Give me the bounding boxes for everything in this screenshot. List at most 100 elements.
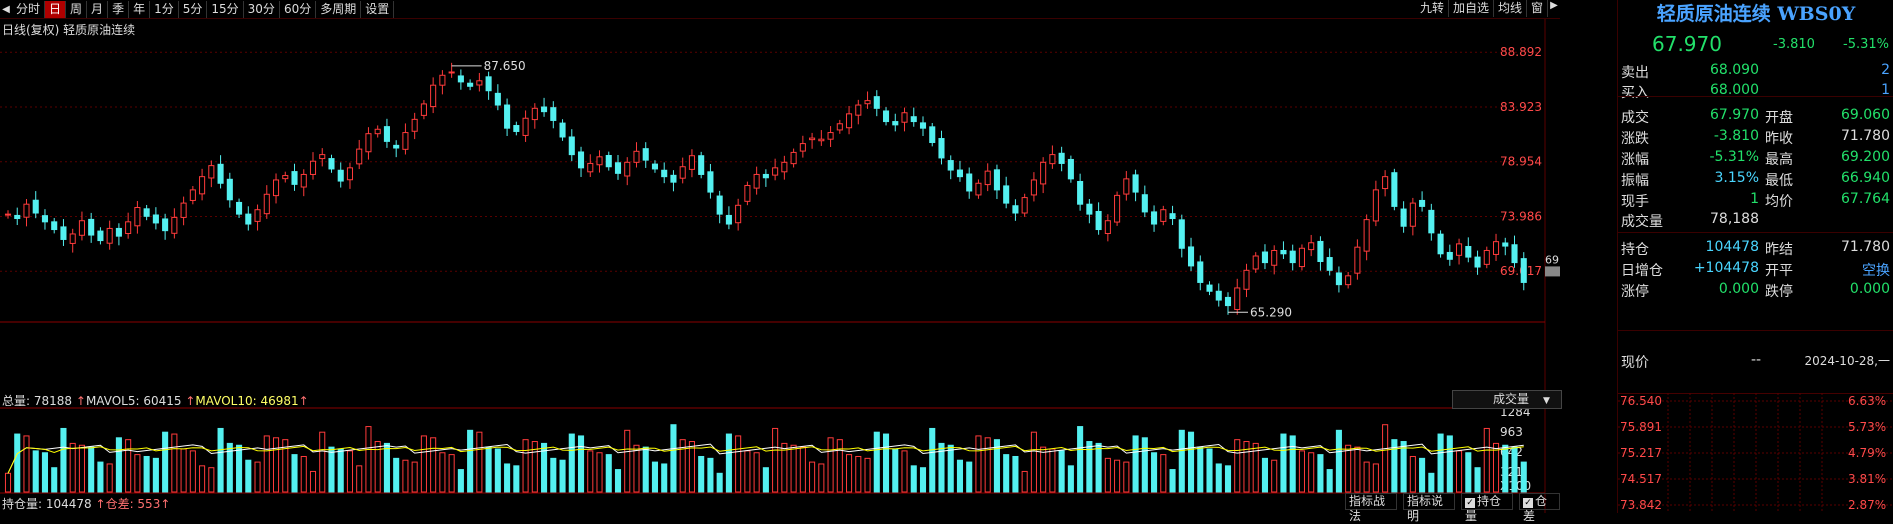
period-tab[interactable]: 多周期 xyxy=(316,0,362,18)
volume-bar xyxy=(1252,442,1259,493)
volume-bar xyxy=(143,455,150,493)
candle-body xyxy=(208,165,215,179)
candle-body xyxy=(1123,178,1130,195)
quote-value2: 67.764 xyxy=(1841,191,1890,207)
volume-bar xyxy=(864,457,871,493)
period-tab[interactable]: 设置 xyxy=(361,0,395,18)
period-tab[interactable]: 15分 xyxy=(207,0,244,18)
candle-body xyxy=(217,163,224,184)
candle-body xyxy=(966,173,973,192)
volume-bar xyxy=(661,463,668,493)
indicator-strategy-button[interactable]: 指标战法 xyxy=(1345,493,1397,523)
candle-body xyxy=(827,132,834,140)
candle-body xyxy=(439,74,446,86)
candle-body xyxy=(735,204,742,224)
toolbar-right: 九转 加自选 均线窗 ▶ xyxy=(1416,0,1560,18)
volume-bar xyxy=(1151,452,1158,493)
volume-bar xyxy=(1446,435,1453,493)
volume-bar xyxy=(1345,444,1352,493)
quote-row: 振幅 3.15% 最低 66.940 xyxy=(1618,170,1893,194)
candle-body xyxy=(892,121,899,126)
volume-bar xyxy=(1104,457,1111,493)
period-tab[interactable]: 季 xyxy=(108,0,130,18)
candle-body xyxy=(614,162,622,174)
volume-bar xyxy=(550,457,557,493)
volume-bar xyxy=(1012,455,1019,493)
volume-bar xyxy=(910,465,917,493)
volume-bar xyxy=(1132,435,1139,493)
indicator-help-button[interactable]: 指标说明 xyxy=(1403,493,1455,523)
quote-key2: 跌停 xyxy=(1765,284,1793,300)
period-tab[interactable]: 月 xyxy=(87,0,109,18)
volume-bar xyxy=(1437,433,1444,493)
volume-bar xyxy=(1086,441,1093,493)
candle-body xyxy=(504,104,511,129)
candle-body xyxy=(919,122,927,129)
period-tab[interactable]: 年 xyxy=(129,0,151,18)
candle-body xyxy=(1234,287,1241,311)
candle-body xyxy=(115,227,122,237)
volume-bar xyxy=(1502,444,1509,493)
scroll-right-icon[interactable]: ▶ xyxy=(1550,0,1558,11)
oi-toggle[interactable]: ✓ 持仓量 xyxy=(1461,493,1513,523)
candle-body xyxy=(984,170,991,186)
candle-body xyxy=(1086,203,1093,215)
candle-body xyxy=(14,214,21,220)
candle-body xyxy=(226,178,233,201)
volume-bar xyxy=(1409,455,1416,493)
volume-bar xyxy=(531,441,538,493)
period-tab[interactable]: 60分 xyxy=(280,0,317,18)
scroll-left-icon[interactable]: ◀ xyxy=(2,3,10,15)
volume-bar xyxy=(809,461,816,493)
volume-bar xyxy=(735,435,742,493)
quote-value2: 71.780 xyxy=(1841,239,1890,255)
indicator-select[interactable]: 成交量 ▼ xyxy=(1452,390,1562,409)
period-tab[interactable]: 5分 xyxy=(179,0,208,18)
candle-body xyxy=(688,155,695,170)
candle-body xyxy=(337,169,344,182)
period-tab[interactable]: 周 xyxy=(66,0,88,18)
period-tab[interactable]: 1分 xyxy=(150,0,179,18)
candle-body xyxy=(60,226,67,240)
quote-key: 涨幅 xyxy=(1621,152,1649,168)
candle-body xyxy=(1067,158,1074,180)
volume-bar xyxy=(1206,448,1213,493)
period-tab[interactable]: 分时 xyxy=(12,0,46,18)
kline-chart[interactable]: 88.89283.92378.95473.98669.01787.65065.2… xyxy=(0,19,1562,523)
volume-bar xyxy=(707,457,714,493)
volume-bar xyxy=(365,426,372,493)
candle-body xyxy=(596,156,603,166)
chart-canvas[interactable]: 88.89283.92378.95473.98669.01787.65065.2… xyxy=(0,19,1560,513)
candle-body xyxy=(1511,244,1518,264)
volume-bar xyxy=(337,448,344,493)
volume-bar xyxy=(152,457,159,493)
candle-body xyxy=(1178,219,1185,249)
volume-bar xyxy=(236,444,243,493)
oi-diff-toggle[interactable]: ✓ 仓差 xyxy=(1519,493,1560,523)
toolbar-right-button[interactable]: 九转 xyxy=(1416,0,1449,17)
period-tab[interactable]: 日 xyxy=(45,0,67,18)
volume-bar xyxy=(633,444,640,493)
candle-body xyxy=(1271,249,1278,266)
oi-total: 持仓量: 104478 xyxy=(2,497,92,511)
toolbar-right-button[interactable]: 窗 xyxy=(1527,0,1548,17)
volume-bar xyxy=(901,450,908,493)
toolbar-right-button[interactable]: 加自选 xyxy=(1449,0,1494,17)
volume-bar xyxy=(1003,454,1010,493)
period-tab[interactable]: 30分 xyxy=(244,0,280,18)
volume-bar xyxy=(1234,439,1241,493)
quote-row: 成交 67.970 开盘 69.060 xyxy=(1618,107,1893,131)
volume-bar xyxy=(60,427,67,493)
last-price-tag-label: 69 xyxy=(1545,253,1559,266)
candle-body xyxy=(1187,246,1195,267)
mavol10-line xyxy=(7,445,1524,474)
candle-body xyxy=(393,144,400,149)
candle-body xyxy=(171,216,178,234)
volume-bar xyxy=(1160,454,1167,493)
candle-body xyxy=(97,230,104,242)
candle-body xyxy=(559,122,566,138)
toolbar-right-button[interactable]: 均线 xyxy=(1494,0,1527,17)
checkbox-icon[interactable]: ✓ xyxy=(1465,498,1475,508)
checkbox-icon[interactable]: ✓ xyxy=(1523,498,1533,508)
candle-body xyxy=(1419,199,1426,207)
